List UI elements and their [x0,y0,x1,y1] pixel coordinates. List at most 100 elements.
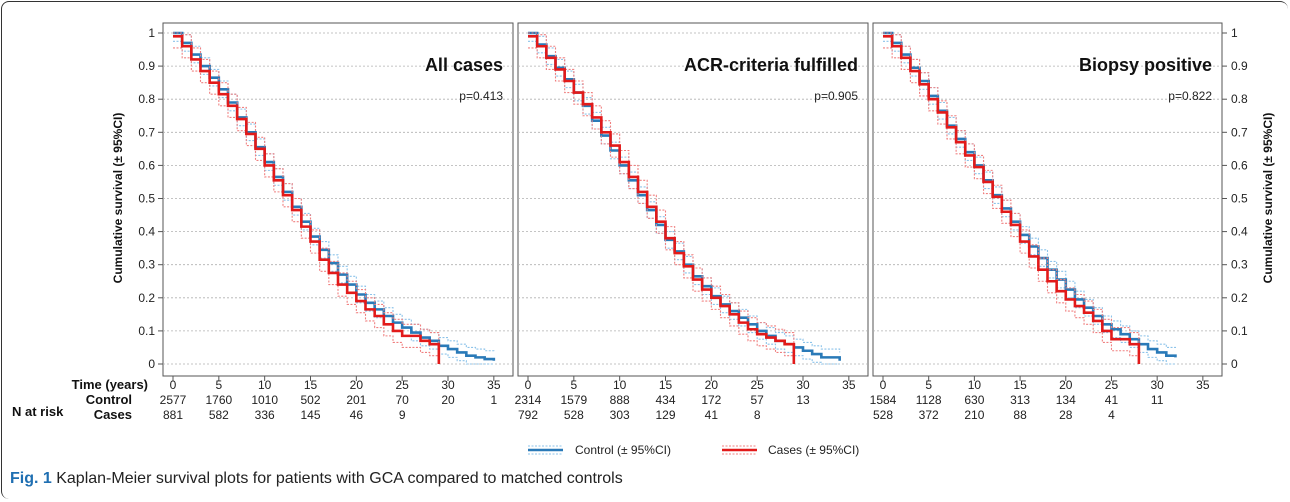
y-tick-label-right: 0.4 [1231,225,1248,239]
control-ci-line [173,32,495,353]
cases-ci-line [173,47,440,364]
y-tick-label: 0.6 [138,158,155,172]
n-at-risk-control: 1128 [916,393,942,407]
y-tick-label-right: 0.2 [1231,291,1248,305]
n-at-risk-control: 20 [441,393,455,407]
n-at-risk-cases: 88 [1013,408,1027,422]
n-at-risk-cases: 4 [1108,408,1115,422]
n-at-risk-control: 201 [346,393,366,407]
n-at-risk-control: 11 [1151,393,1164,407]
cases-ci-line [883,32,1140,353]
n-at-risk-control: 1 [490,393,497,407]
y-tick-label: 0.2 [138,291,155,305]
y-tick-label-right: 0.6 [1231,158,1248,172]
y-tick-label: 0.4 [138,225,155,239]
n-at-risk-cases: 881 [163,408,183,422]
legend-cases-label: Cases (± 95%CI) [768,443,859,457]
x-tick-label: 20 [350,378,364,392]
panel-border-0 [162,22,514,377]
n-at-risk-cases: 336 [255,408,275,422]
panel-pvalue: p=0.413 [459,89,503,103]
n-at-risk-cases: 9 [399,408,406,422]
n-at-risk-cases: 792 [518,408,538,422]
n-at-risk-control: 1579 [560,393,587,407]
n-at-risk-control: 2314 [515,393,542,407]
n-at-risk-cases: 303 [610,408,630,422]
n-at-risk-cases: 129 [655,408,675,422]
n-at-risk-control: 41 [1105,393,1119,407]
x-tick-label: 15 [659,378,673,392]
y-axis-label-right: Cumulative survival (± 95%CI) [1261,113,1275,284]
y-tick-label: 0 [148,357,155,371]
n-at-risk-cases: 46 [350,408,364,422]
y-tick-label-right: 0.3 [1231,258,1248,272]
cases-survival-line [173,35,441,364]
cases-survival-line [883,35,1141,364]
x-tick-label: 25 [395,378,409,392]
panel-title: Biopsy positive [1079,55,1212,75]
x-tick-label: 5 [215,378,222,392]
x-tick-label: 35 [487,378,501,392]
figure-caption: Fig. 1 Kaplan-Meier survival plots for p… [10,470,623,488]
y-tick-label: 0.7 [138,125,155,139]
y-tick-label-right: 1 [1231,26,1238,40]
y-tick-label-right: 0.7 [1231,125,1248,139]
n-at-risk-cases: 528 [873,408,893,422]
y-tick-label: 0.1 [138,324,155,338]
n-at-risk-cases: 210 [964,408,984,422]
n-at-risk-control: 57 [750,393,764,407]
time-axis-label: Time (years) [72,377,148,392]
x-tick-label: 0 [170,378,177,392]
panel-pvalue: p=0.822 [1168,89,1212,103]
y-tick-label: 0.8 [138,92,155,106]
x-tick-label: 35 [1196,378,1210,392]
n-at-risk-control: 1760 [205,393,232,407]
n-at-risk-control: 434 [655,393,675,407]
n-at-risk-cases: 8 [754,408,761,422]
y-tick-label: 0.9 [138,59,155,73]
n-at-risk-control: 70 [395,393,409,407]
panel-title: All cases [425,55,503,75]
x-tick-label: 35 [842,378,856,392]
x-tick-label: 15 [304,378,318,392]
n-at-risk-control: 2577 [160,393,187,407]
x-tick-label: 0 [525,378,532,392]
n-at-risk-control: 313 [1010,393,1030,407]
x-tick-label: 25 [1105,378,1119,392]
y-axis-label-left: Cumulative survival (± 95%CI) [111,113,125,284]
y-tick-label-right: 0 [1231,357,1238,371]
n-at-risk-control: 630 [964,393,984,407]
x-tick-label: 10 [613,378,627,392]
n-at-risk-control: 13 [796,393,810,407]
n-at-risk-cases: 145 [300,408,320,422]
n-at-risk-cases: 28 [1059,408,1073,422]
cases-row-label: Cases [94,407,132,422]
panel-pvalue: p=0.905 [814,89,858,103]
figure-label: Fig. 1 [10,470,52,487]
x-tick-label: 30 [1150,378,1164,392]
figure-caption-text: Kaplan-Meier survival plots for patients… [56,470,623,487]
n-at-risk-control: 1010 [251,393,278,407]
n-at-risk-label: N at risk [12,404,64,419]
n-at-risk-control: 502 [300,393,320,407]
x-tick-label: 20 [1059,378,1073,392]
n-at-risk-control: 888 [610,393,630,407]
panel-border-2 [872,22,1223,377]
x-tick-label: 10 [968,378,982,392]
y-tick-label: 0.5 [138,192,155,206]
x-tick-label: 20 [705,378,719,392]
km-figure: 00.10.20.30.40.50.60.70.80.9102577881517… [12,22,1275,457]
x-tick-label: 15 [1013,378,1027,392]
n-at-risk-control: 1584 [870,393,897,407]
n-at-risk-cases: 372 [919,408,939,422]
n-at-risk-cases: 528 [564,408,584,422]
y-tick-label-right: 0.8 [1231,92,1248,106]
x-tick-label: 25 [750,378,764,392]
panel-border-1 [517,22,869,377]
y-tick-label-right: 0.9 [1231,59,1248,73]
x-tick-label: 30 [441,378,455,392]
control-ci-line [528,40,840,365]
y-tick-label-right: 0.1 [1231,324,1248,338]
panel-title: ACR-criteria fulfilled [684,55,858,75]
